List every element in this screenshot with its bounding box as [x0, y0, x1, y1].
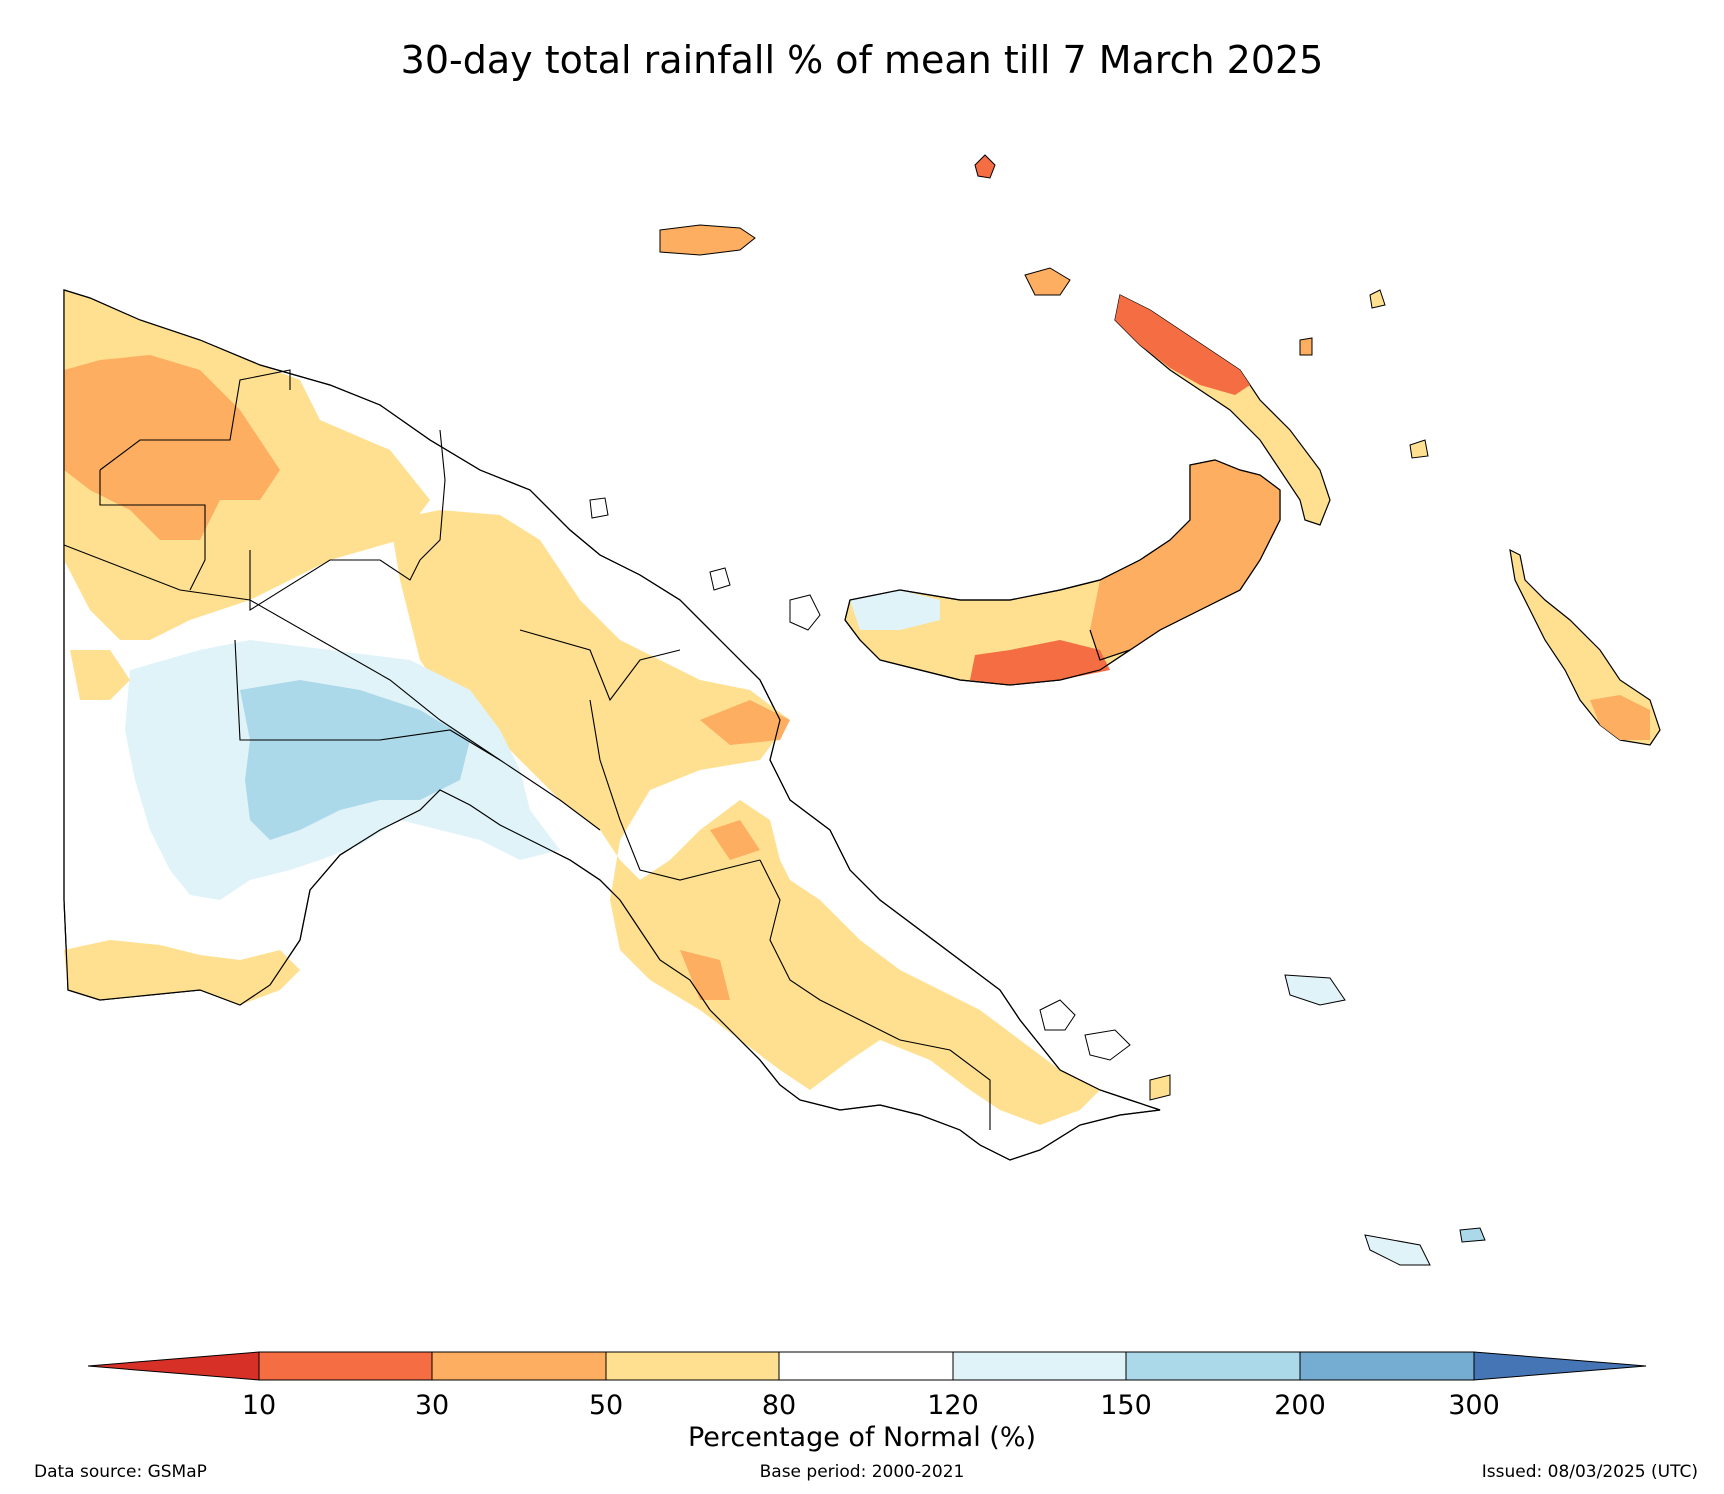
small-islands — [589, 289, 1486, 1266]
mussau-island — [974, 154, 996, 179]
colorbar-segment-120-150 — [952, 1351, 1127, 1381]
region-dry-south-patch — [680, 950, 730, 1000]
colorbar-segment-80-120 — [778, 1351, 954, 1381]
sudest-island — [1459, 1227, 1486, 1243]
manus — [659, 224, 756, 256]
colorbar — [87, 1351, 1647, 1381]
goodenough-island — [1039, 999, 1076, 1031]
colorbar-extend-high — [1473, 1351, 1647, 1381]
colorbar-tick-120: 120 — [927, 1390, 979, 1421]
mainland-outline — [63, 289, 1161, 1161]
mainland — [63, 289, 1161, 1161]
new-britain-dry-east — [1090, 460, 1280, 660]
colorbar-tick-30: 30 — [414, 1390, 450, 1421]
colorbar-segment-30-50 — [431, 1351, 607, 1381]
colorbar-segment-150-200 — [1125, 1351, 1301, 1381]
new-hanover — [1024, 267, 1071, 296]
region-wet-core — [240, 680, 470, 840]
new-britain-wet-west — [850, 590, 940, 630]
colorbar-tick-150: 150 — [1100, 1390, 1152, 1421]
colorbar-extend-low — [87, 1351, 260, 1381]
colorbar-tick-300: 300 — [1448, 1390, 1500, 1421]
trobriand-islands — [1284, 974, 1346, 1006]
colorbar-title: Percentage of Normal (%) — [687, 1422, 1037, 1453]
new-hanover-island — [1024, 267, 1071, 296]
colorbar-segment-50-80 — [605, 1351, 780, 1381]
region-dry-northwest — [64, 355, 280, 540]
manus-island — [659, 224, 756, 256]
new-ireland — [1114, 294, 1331, 526]
rossel-island — [1364, 1234, 1431, 1266]
data-source-label: Data source: GSMaP — [34, 1462, 207, 1482]
colorbar-tick-10: 10 — [241, 1390, 277, 1421]
woodlark-island — [1149, 1074, 1171, 1101]
new-britain — [844, 459, 1281, 686]
map-title: 30-day total rainfall % of mean till 7 M… — [400, 38, 1324, 82]
region-dry-central — [390, 510, 1100, 1125]
colorbar-segment-200-300 — [1299, 1351, 1475, 1381]
colorbar-tick-80: 80 — [761, 1390, 797, 1421]
umboi-island — [709, 567, 731, 591]
colorbar-tick-50: 50 — [588, 1390, 624, 1421]
new-britain-driest-south — [970, 640, 1110, 685]
bougainville-dry — [1590, 695, 1650, 740]
tabar-island — [1369, 289, 1386, 309]
colorbar-segment-10-30 — [258, 1351, 433, 1381]
base-period-label: Base period: 2000-2021 — [759, 1462, 965, 1482]
lihir-island — [1409, 439, 1429, 459]
karkar-island — [589, 497, 609, 519]
province-boundaries — [63, 369, 991, 1130]
emirau-island — [1299, 337, 1313, 356]
region-dry-southcoast — [64, 940, 300, 1005]
bougainville — [1509, 548, 1661, 746]
fergusson-island — [1084, 1029, 1131, 1061]
colorbar-tick-200: 200 — [1274, 1390, 1326, 1421]
new-britain-border — [844, 459, 1281, 686]
issued-label: Issued: 08/03/2025 (UTC) — [1481, 1462, 1698, 1482]
region-dry-ridge-patch — [710, 820, 760, 860]
new-ireland-driest — [1115, 295, 1250, 395]
region-dry-southwest-small — [70, 650, 130, 700]
long-island — [789, 594, 821, 631]
mussau — [974, 154, 996, 179]
region-dry-east-patch — [700, 700, 790, 745]
